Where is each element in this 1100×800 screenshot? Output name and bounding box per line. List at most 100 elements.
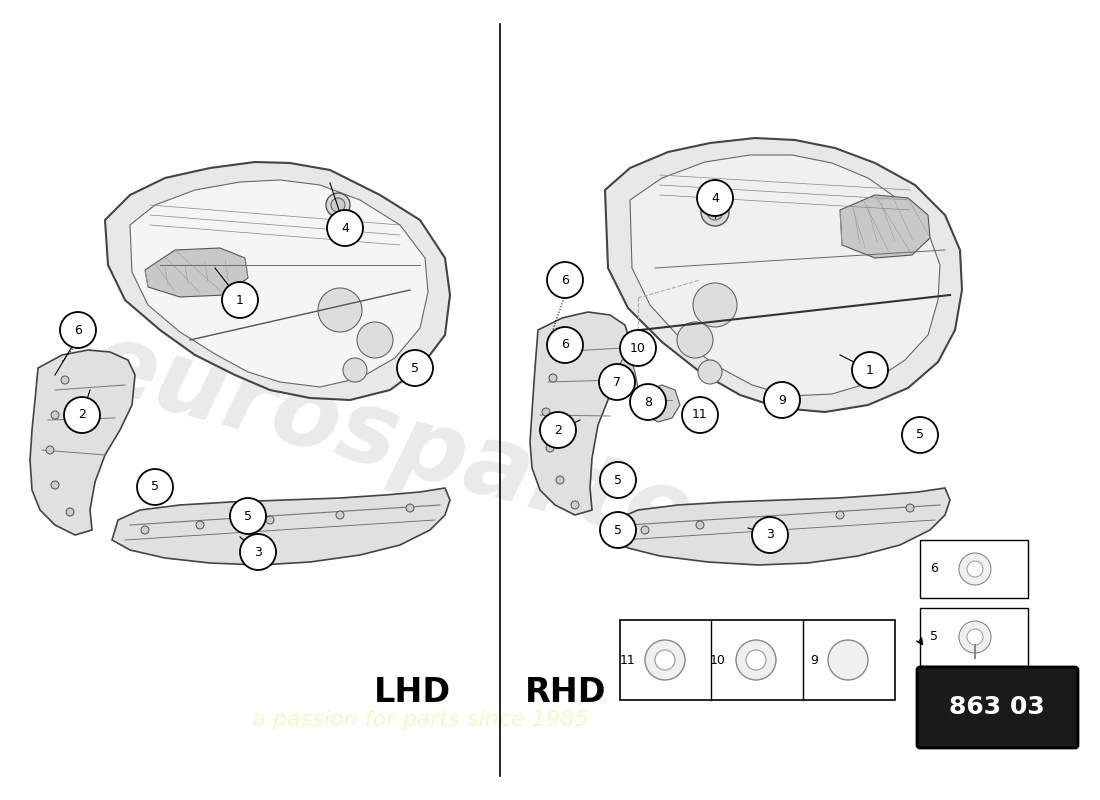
- Text: 6: 6: [561, 338, 569, 351]
- Circle shape: [967, 629, 983, 645]
- Circle shape: [600, 462, 636, 498]
- Text: 7: 7: [613, 375, 621, 389]
- Circle shape: [571, 501, 579, 509]
- Circle shape: [327, 210, 363, 246]
- Circle shape: [600, 364, 635, 400]
- Circle shape: [266, 516, 274, 524]
- Circle shape: [764, 516, 772, 524]
- Text: 3: 3: [254, 546, 262, 558]
- Circle shape: [701, 198, 729, 226]
- Text: eurospartes: eurospartes: [79, 315, 761, 585]
- Text: 10: 10: [630, 342, 646, 354]
- Circle shape: [959, 621, 991, 653]
- Polygon shape: [112, 488, 450, 565]
- Text: 5: 5: [151, 481, 160, 494]
- Circle shape: [836, 511, 844, 519]
- Circle shape: [692, 407, 708, 423]
- Circle shape: [358, 322, 393, 358]
- Circle shape: [60, 376, 69, 384]
- Polygon shape: [642, 385, 680, 422]
- Polygon shape: [605, 138, 962, 412]
- Circle shape: [676, 322, 713, 358]
- Polygon shape: [630, 155, 940, 396]
- Text: 4: 4: [341, 222, 349, 234]
- Text: 6: 6: [930, 562, 938, 575]
- Circle shape: [620, 330, 656, 366]
- Circle shape: [698, 360, 722, 384]
- Circle shape: [828, 640, 868, 680]
- Text: a passion for parts since 1985: a passion for parts since 1985: [252, 710, 589, 730]
- Text: 1: 1: [236, 294, 244, 306]
- Text: 10: 10: [711, 654, 726, 666]
- Circle shape: [645, 640, 685, 680]
- Polygon shape: [610, 488, 950, 565]
- Circle shape: [549, 374, 557, 382]
- Text: 9: 9: [810, 654, 818, 666]
- Circle shape: [600, 512, 636, 548]
- Circle shape: [331, 198, 345, 212]
- Text: 2: 2: [78, 409, 86, 422]
- Text: 11: 11: [692, 409, 708, 422]
- Circle shape: [556, 476, 564, 484]
- Circle shape: [240, 534, 276, 570]
- Bar: [620, 620, 895, 700]
- Text: LHD: LHD: [373, 675, 451, 709]
- Circle shape: [654, 650, 675, 670]
- Circle shape: [696, 521, 704, 529]
- Circle shape: [196, 521, 204, 529]
- Circle shape: [336, 511, 344, 519]
- Circle shape: [343, 358, 367, 382]
- Circle shape: [222, 282, 258, 318]
- Text: 6: 6: [561, 274, 569, 286]
- Text: 1: 1: [866, 363, 873, 377]
- FancyBboxPatch shape: [917, 667, 1078, 748]
- Circle shape: [141, 526, 149, 534]
- Text: 863 03: 863 03: [949, 695, 1045, 719]
- Circle shape: [746, 650, 766, 670]
- Circle shape: [547, 262, 583, 298]
- Text: 5: 5: [916, 429, 924, 442]
- Circle shape: [138, 469, 173, 505]
- Circle shape: [540, 412, 576, 448]
- Text: 9: 9: [778, 394, 785, 406]
- Circle shape: [959, 553, 991, 585]
- Circle shape: [682, 397, 718, 433]
- Polygon shape: [104, 162, 450, 400]
- Text: 4: 4: [711, 191, 719, 205]
- Circle shape: [66, 508, 74, 516]
- Circle shape: [693, 283, 737, 327]
- Circle shape: [902, 417, 938, 453]
- Circle shape: [64, 397, 100, 433]
- Polygon shape: [130, 180, 428, 387]
- Circle shape: [406, 504, 414, 512]
- Circle shape: [630, 384, 666, 420]
- Text: 5: 5: [411, 362, 419, 374]
- Circle shape: [764, 382, 800, 418]
- Circle shape: [558, 341, 566, 349]
- Circle shape: [685, 400, 715, 430]
- Text: 5: 5: [614, 474, 622, 486]
- Circle shape: [547, 327, 583, 363]
- Circle shape: [46, 446, 54, 454]
- Circle shape: [967, 561, 983, 577]
- Text: 5: 5: [244, 510, 252, 522]
- Circle shape: [546, 444, 554, 452]
- Circle shape: [641, 526, 649, 534]
- Polygon shape: [618, 358, 638, 392]
- Circle shape: [60, 312, 96, 348]
- Text: 6: 6: [74, 323, 81, 337]
- Text: RHD: RHD: [526, 675, 607, 709]
- Circle shape: [397, 350, 433, 386]
- Text: 8: 8: [644, 395, 652, 409]
- Text: 5: 5: [614, 523, 622, 537]
- Circle shape: [752, 517, 788, 553]
- Polygon shape: [840, 195, 929, 258]
- Polygon shape: [145, 248, 248, 297]
- Circle shape: [852, 352, 888, 388]
- Circle shape: [318, 288, 362, 332]
- Circle shape: [736, 640, 776, 680]
- Polygon shape: [925, 635, 960, 660]
- Bar: [920, 608, 1028, 666]
- Circle shape: [697, 180, 733, 216]
- Text: 11: 11: [619, 654, 635, 666]
